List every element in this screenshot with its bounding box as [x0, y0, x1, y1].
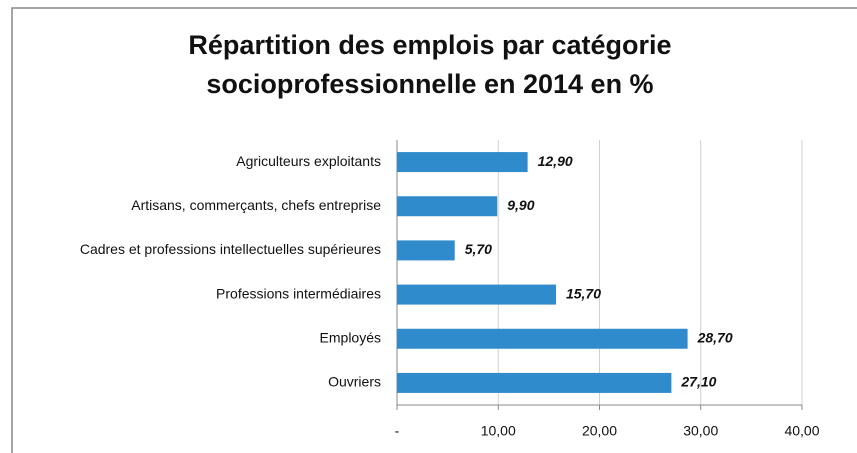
value-label: 9,90	[507, 197, 534, 213]
value-label: 27,10	[680, 374, 716, 390]
y-tick-label: Professions intermédiaires	[216, 285, 381, 301]
value-label: 28,70	[697, 329, 733, 345]
bar	[397, 372, 672, 393]
bar	[397, 284, 556, 305]
chart-title: Répartition des emplois par catégorie	[188, 30, 671, 60]
y-tick-label: Artisans, commerçants, chefs entreprise	[131, 197, 381, 213]
y-tick-label: Ouvriers	[328, 374, 381, 390]
y-tick-label: Employés	[320, 329, 381, 345]
x-tick-label: 30,00	[683, 423, 718, 439]
value-label: 15,70	[566, 285, 601, 301]
x-tick-label: 10,00	[481, 423, 516, 439]
x-tick-label: -	[395, 423, 400, 439]
x-tick-label: 20,00	[582, 423, 617, 439]
value-label: 12,90	[538, 153, 573, 169]
bar	[397, 152, 528, 173]
x-tick-label: 40,00	[784, 423, 819, 439]
bar	[397, 196, 498, 217]
y-tick-label: Agriculteurs exploitants	[236, 153, 381, 169]
y-tick-label: Cadres et professions intellectuelles su…	[80, 241, 381, 257]
bar	[397, 240, 455, 261]
chart-title: socioprofessionnelle en 2014 en %	[206, 69, 653, 99]
bar	[397, 328, 688, 349]
chart-frame	[11, 7, 857, 453]
value-label: 5,70	[465, 241, 492, 257]
